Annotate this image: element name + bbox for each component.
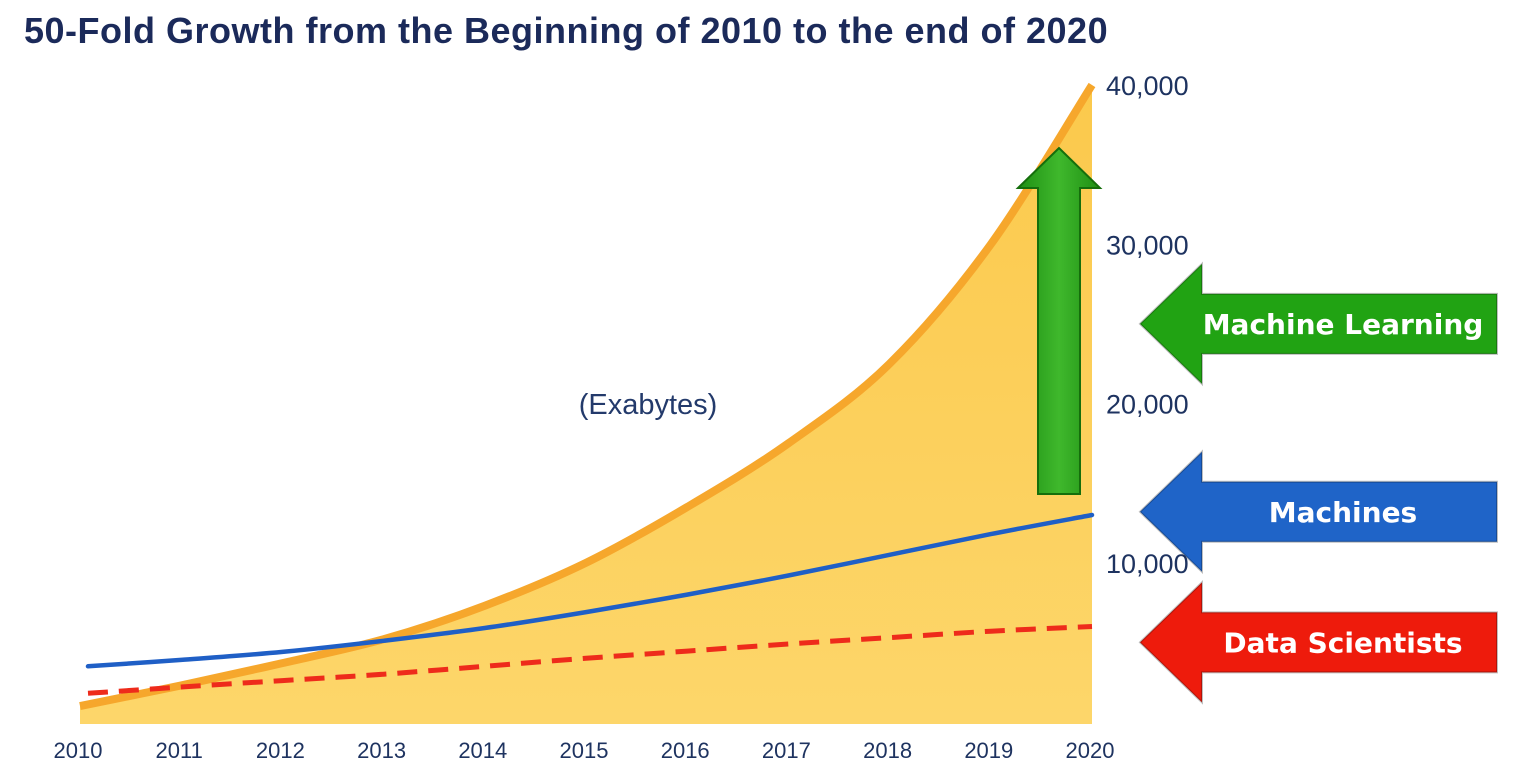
x-tick-2013: 2013 — [357, 738, 406, 763]
machines-line — [85, 512, 1095, 669]
x-tick-2015: 2015 — [560, 738, 609, 763]
y-tick-10000: 10,000 — [1106, 549, 1189, 579]
x-tick-2010: 2010 — [54, 738, 103, 763]
machines-label: Machines — [1269, 496, 1417, 529]
annotations: Machine Learning Machines Data Scientists — [1015, 146, 1498, 705]
data-scientists-line — [87, 624, 1093, 696]
y-tick-40000: 40,000 — [1106, 71, 1189, 101]
machine-learning-arrow — [1138, 261, 1498, 387]
axes: 2010 2011 2012 2013 2014 2015 2016 2017 2018 2019… — [54, 71, 1189, 763]
x-tick-2011: 2011 — [156, 738, 203, 763]
unit-label: (Exabytes) — [579, 389, 718, 421]
growth-up-arrow — [1015, 146, 1103, 495]
y-tick-20000: 20,000 — [1106, 390, 1189, 420]
data-scientists-label: Data Scientists — [1223, 626, 1462, 659]
x-tick-2020: 2020 — [1066, 738, 1115, 763]
x-tick-2019: 2019 — [964, 738, 1013, 763]
x-tick-2014: 2014 — [458, 738, 507, 763]
x-tick-2012: 2012 — [256, 738, 305, 763]
plot-area — [79, 82, 1096, 724]
x-tick-2017: 2017 — [762, 738, 811, 763]
x-tick-2016: 2016 — [661, 738, 710, 763]
machines-arrow — [1138, 449, 1498, 575]
y-tick-30000: 30,000 — [1106, 230, 1189, 260]
data-area-edge — [79, 82, 1096, 711]
data-scientists-arrow — [1138, 580, 1498, 705]
chart-title: 50-Fold Growth from the Beginning of 201… — [24, 10, 1109, 51]
x-tick-2018: 2018 — [863, 738, 912, 763]
machine-learning-label: Machine Learning — [1203, 308, 1484, 341]
